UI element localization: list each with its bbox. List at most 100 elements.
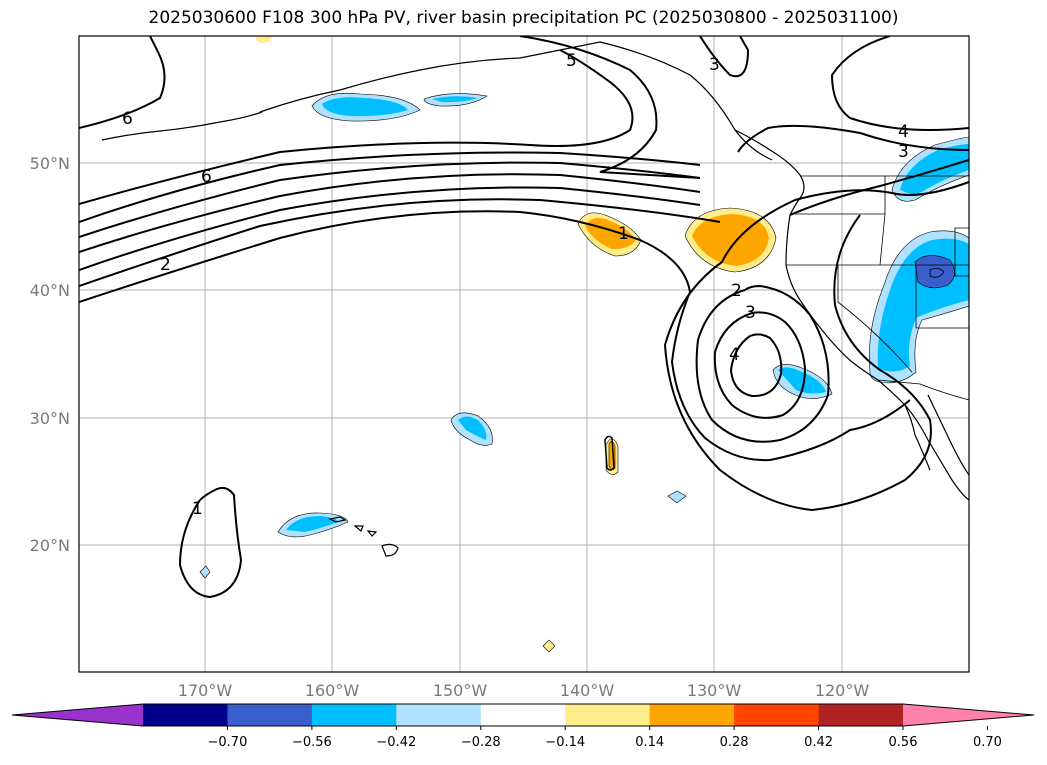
pv-outer-loop — [663, 181, 969, 512]
colorbar-tick-label: 0.56 — [889, 735, 918, 750]
colorbar-tick-label: 0.14 — [635, 735, 664, 750]
graticule — [79, 36, 969, 672]
colorbar-extension-low — [12, 704, 143, 726]
negative-anomaly-california-offshore-core — [778, 367, 826, 394]
hawaii-island-small-2 — [366, 530, 378, 537]
coastlines — [101, 41, 969, 557]
colorbar-tick-label: −0.56 — [292, 735, 332, 750]
pv-contour-small-loop — [604, 435, 615, 471]
mexico-mainland-coast — [927, 394, 969, 476]
colorbar-segment — [565, 704, 651, 726]
us-mexico-border — [877, 379, 969, 401]
contour-label: 5 — [566, 51, 577, 71]
colorbar-segment — [227, 704, 313, 726]
colorbar-tick-label: −0.14 — [545, 735, 585, 750]
negative-anomaly-central-pacific-core — [458, 416, 487, 440]
aleutian-chain — [101, 111, 263, 141]
colorbar-segment — [734, 704, 820, 726]
pv-contour-2-loop — [695, 284, 830, 443]
contour-label: 1 — [192, 499, 203, 519]
lon-label-170w: 170°W — [178, 681, 233, 700]
colorbar-outline — [11, 703, 1035, 727]
pv-contour-line-13 — [789, 159, 969, 216]
map-frame — [78, 35, 970, 673]
contour-label: 4 — [898, 122, 909, 142]
contour-label: 6 — [201, 167, 212, 187]
great-salt-lake — [929, 268, 945, 278]
nevada-utah-border — [915, 265, 969, 329]
pv-contour-line-4 — [79, 173, 701, 253]
contour-label: 3 — [745, 303, 756, 323]
hawaii-island-main — [381, 543, 399, 557]
colorbar-tick-label: 0.28 — [720, 735, 749, 750]
negative-anomaly-hawaii-core — [286, 516, 338, 532]
strong-negative-anomaly-great-basin — [914, 255, 955, 289]
positive-anomaly-arctic-edge — [255, 36, 273, 43]
contour-label: 4 — [729, 345, 740, 365]
pv-contours — [79, 36, 969, 599]
latitude-labels: 50°N 40°N 30°N 20°N — [30, 154, 70, 555]
pv-contour-line-12 — [737, 124, 969, 153]
contour-label: 3 — [898, 142, 909, 162]
positive-anomaly-small — [542, 639, 556, 653]
us-west-coast — [785, 214, 969, 501]
contour-labels: 6 6 2 5 3 4 3 1 2 3 4 1 — [122, 51, 909, 519]
negative-anomaly-gulf-alaska-core — [322, 97, 408, 117]
negative-anomaly-small-1 — [667, 490, 687, 504]
colorbar-tick-label: −0.28 — [461, 735, 501, 750]
pv-contour-1-low-loop — [178, 486, 243, 599]
pv-contour-line-1 — [79, 210, 911, 462]
longitude-labels: 170°W 160°W 150°W 140°W 130°W 120°W — [178, 681, 870, 700]
colorbar-segment — [396, 704, 482, 726]
british-columbia-coast — [734, 129, 805, 216]
colorbar-segment — [311, 704, 397, 726]
california-nevada-border — [837, 265, 913, 373]
pv-contour-line-5 — [79, 161, 701, 238]
negative-anomaly-north-pacific-core — [432, 96, 478, 103]
colorbar-tick-label: −0.70 — [208, 735, 248, 750]
contour-label: 1 — [618, 224, 629, 244]
lon-label-120w: 120°W — [815, 681, 870, 700]
contour-label: 6 — [122, 109, 133, 129]
pv-contour-line-9 — [519, 36, 701, 179]
baja-peninsula — [904, 404, 931, 471]
colorbar-ticks: −0.70 −0.56 −0.42 −0.28 −0.14 0.14 0.28 0.42 0.5… — [208, 726, 1002, 750]
pv-contour-4-loop — [729, 333, 783, 398]
pv-contour-line-3 — [79, 186, 701, 271]
colorbar-tick-label: 0.70 — [973, 735, 1002, 750]
colorbar-tick-label: 0.42 — [804, 735, 833, 750]
colorbar-segment — [480, 704, 566, 726]
political-borders — [786, 175, 969, 401]
map-title: 2025030600 F108 300 hPa PV, river basin … — [148, 8, 899, 28]
alaska-coast — [259, 41, 773, 161]
hawaii-island-small-3 — [328, 516, 347, 523]
colorbar-extension-high — [903, 704, 1034, 726]
contour-label: 3 — [709, 55, 720, 75]
pv-contour-line-7 — [79, 49, 634, 205]
pv-contour-line-8 — [79, 36, 166, 129]
colorbar — [11, 703, 1035, 727]
utah-wyoming-box — [954, 227, 969, 277]
lon-label-140w: 140°W — [560, 681, 615, 700]
colorbar-segment — [143, 704, 228, 726]
pv-contour-line-10 — [699, 36, 750, 78]
pv-contour-line-11 — [830, 36, 969, 131]
colorbar-tick-label: −0.42 — [376, 735, 416, 750]
negative-anomaly-small-2 — [199, 565, 211, 579]
colorbar-segment — [818, 704, 904, 726]
lat-label-40n: 40°N — [30, 281, 70, 300]
lon-label-160w: 160°W — [305, 681, 360, 700]
contour-label: 2 — [731, 281, 742, 301]
contour-label: 2 — [160, 255, 171, 275]
colorbar-segment — [649, 704, 735, 726]
hawaii-island-small-1 — [353, 525, 364, 532]
lon-label-130w: 130°W — [687, 681, 742, 700]
lat-label-30n: 30°N — [30, 409, 70, 428]
pv-contour-3-loop — [713, 311, 807, 419]
lat-label-50n: 50°N — [30, 154, 70, 173]
lat-label-20n: 20°N — [30, 536, 70, 555]
lon-label-150w: 150°W — [433, 681, 488, 700]
pv-contour-line-6 — [79, 151, 701, 223]
pv-contour-line-2 — [79, 198, 721, 287]
